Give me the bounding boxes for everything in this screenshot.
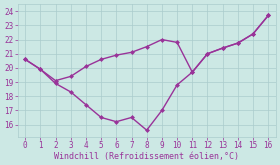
X-axis label: Windchill (Refroidissement éolien,°C): Windchill (Refroidissement éolien,°C)	[54, 152, 239, 161]
